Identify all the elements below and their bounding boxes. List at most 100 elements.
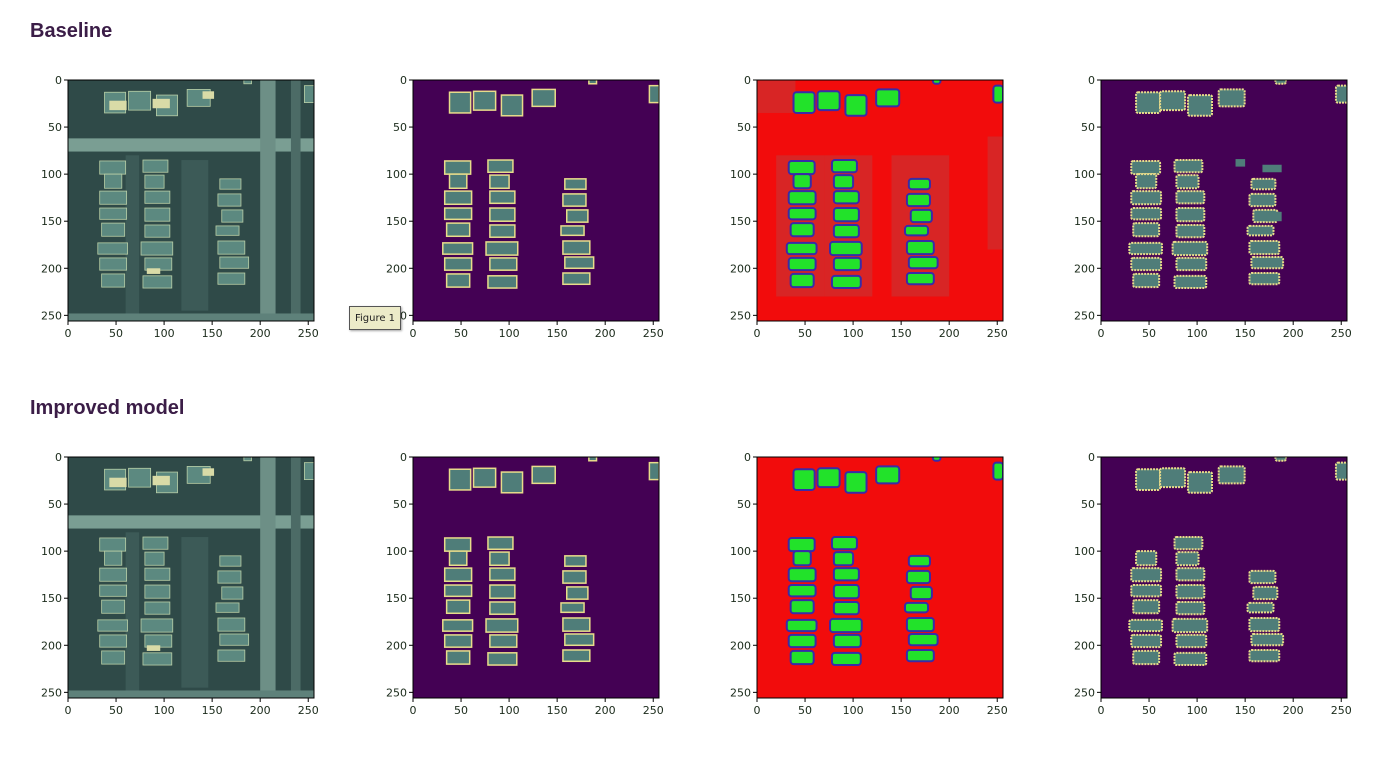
- correct-building: [787, 190, 817, 206]
- baseline-aerial-image-plot-x-tick-label: 200: [250, 327, 271, 340]
- improved-prediction-plot-y-tick-label: 150: [1074, 592, 1095, 605]
- roof: [219, 555, 242, 567]
- building-footprint: [500, 471, 524, 494]
- baseline-ground-truth-plot-y-tick-label: 50: [393, 121, 407, 134]
- building-footprint: [648, 84, 659, 104]
- improved-ground-truth-plot-x-tick-label: 100: [499, 704, 520, 717]
- improved-error-overlay-plot-x-tick-label: 150: [891, 704, 912, 717]
- correct-building: [909, 585, 933, 601]
- improved-error-overlay-plot-y-tick-label: 150: [730, 592, 751, 605]
- building-footprint: [1175, 207, 1206, 223]
- building-footprint: [562, 570, 587, 584]
- building-footprint: [1217, 465, 1246, 485]
- building-footprint: [1250, 255, 1285, 270]
- building-footprint: [1175, 600, 1206, 616]
- building-footprint: [489, 190, 516, 205]
- building-footprint: [1175, 190, 1206, 205]
- building-footprint: [1248, 569, 1277, 585]
- roof: [128, 90, 152, 111]
- roof: [99, 207, 128, 220]
- improved-aerial-image-plot-x-tick-label: 150: [202, 704, 223, 717]
- improved-error-overlay-plot-frame: [756, 456, 1004, 699]
- correct-building: [832, 207, 860, 223]
- building-footprint: [560, 225, 585, 237]
- baseline-error-overlay-plot-x-tick-label: 50: [798, 327, 812, 340]
- correct-building: [787, 159, 816, 176]
- correct-building: [992, 461, 1003, 481]
- building-footprint: [1135, 468, 1162, 491]
- improved-prediction-plot-y-tick-label: 50: [1081, 498, 1095, 511]
- section-title-improved-model: Improved model: [30, 397, 185, 419]
- roof: [144, 190, 171, 204]
- building-footprint: [1175, 174, 1200, 190]
- building-footprint: [448, 173, 468, 190]
- correct-building: [907, 177, 931, 191]
- roof: [142, 275, 173, 289]
- building-footprint: [1132, 599, 1161, 615]
- improved-error-overlay-plot-y-tick-label: 100: [730, 545, 751, 558]
- road: [68, 138, 314, 152]
- building-footprint: [487, 652, 518, 666]
- improved-aerial-image-plot-y-tick-label: 250: [41, 686, 62, 699]
- baseline-aerial-image-plot-y-tick-label: 50: [48, 121, 62, 134]
- improved-aerial-image-plot-x-tick-label: 100: [154, 704, 175, 717]
- road: [260, 80, 276, 321]
- building-footprint: [489, 634, 518, 648]
- correct-building: [931, 80, 942, 85]
- baseline-aerial-image-plot: 0 50 100 150 200 250 0 50 100 150 200 250: [40, 70, 340, 345]
- baseline-prediction-plot-x-tick-label: 0: [1098, 327, 1105, 340]
- correct-building: [789, 649, 815, 666]
- building-footprint: [1159, 467, 1187, 489]
- improved-aerial-image-plot-x-tick-label: 250: [298, 704, 319, 717]
- building-footprint: [445, 222, 471, 238]
- baseline-ground-truth-plot-x-tick-label: 100: [499, 327, 520, 340]
- improved-error-overlay-plot-x-tick-label: 200: [939, 704, 960, 717]
- improved-prediction-plot-y-tick-label: 200: [1074, 639, 1095, 652]
- baseline-error-overlay-plot-x-tick-label: 100: [843, 327, 864, 340]
- building-footprint: [1186, 471, 1213, 494]
- improved-error-overlay-plot-x-tick-label: 250: [987, 704, 1008, 717]
- roof: [97, 242, 128, 255]
- improved-prediction-plot-y-tick-label: 250: [1074, 686, 1095, 699]
- section-title-baseline: Baseline: [30, 20, 113, 42]
- building-footprint: [443, 634, 473, 648]
- building-footprint: [562, 272, 591, 286]
- building-footprint: [448, 550, 468, 567]
- building-footprint: [566, 586, 589, 600]
- building-footprint: [443, 190, 473, 206]
- roof: [99, 257, 128, 271]
- roof: [221, 209, 244, 223]
- improved-ground-truth-plot-y-tick-label: 200: [386, 639, 407, 652]
- false-positive: [1235, 159, 1246, 167]
- road: [260, 457, 276, 698]
- improved-aerial-image-plot: 0 50 100 150 200 250 0 50 100 150 200 250: [40, 447, 340, 722]
- false-positive: [1266, 211, 1282, 222]
- roof: [144, 174, 165, 189]
- baseline-prediction-plot: 0 50 100 150 200 250 0 50 100 150 200 250: [1073, 70, 1373, 345]
- building-footprint: [1217, 88, 1246, 108]
- building-footprint: [485, 618, 519, 633]
- improved-ground-truth-plot-y-tick-label: 250: [386, 686, 407, 699]
- improved-error-overlay-plot-y-tick-label: 50: [737, 498, 751, 511]
- building-footprint: [531, 88, 556, 108]
- road: [68, 515, 314, 529]
- roof: [215, 225, 240, 236]
- baseline-aerial-image-plot-x-tick-label: 50: [109, 327, 123, 340]
- improved-error-overlay-plot-y-tick-label: 200: [730, 639, 751, 652]
- correct-building: [787, 536, 816, 553]
- building-footprint: [531, 465, 556, 485]
- improved-ground-truth-plot-x-tick-label: 200: [595, 704, 616, 717]
- building-footprint: [1246, 601, 1275, 614]
- building-footprint: [562, 617, 591, 632]
- building-footprint: [1128, 241, 1164, 256]
- building-footprint: [1171, 240, 1209, 257]
- roof: [217, 193, 242, 207]
- roof: [144, 584, 171, 599]
- roof: [101, 273, 126, 288]
- improved-aerial-image-plot-y-tick-label: 150: [41, 592, 62, 605]
- roof: [144, 551, 165, 566]
- correct-building: [789, 272, 815, 289]
- building-footprint: [1130, 633, 1163, 649]
- baseline-error-overlay-plot-y-tick-label: 200: [730, 262, 751, 275]
